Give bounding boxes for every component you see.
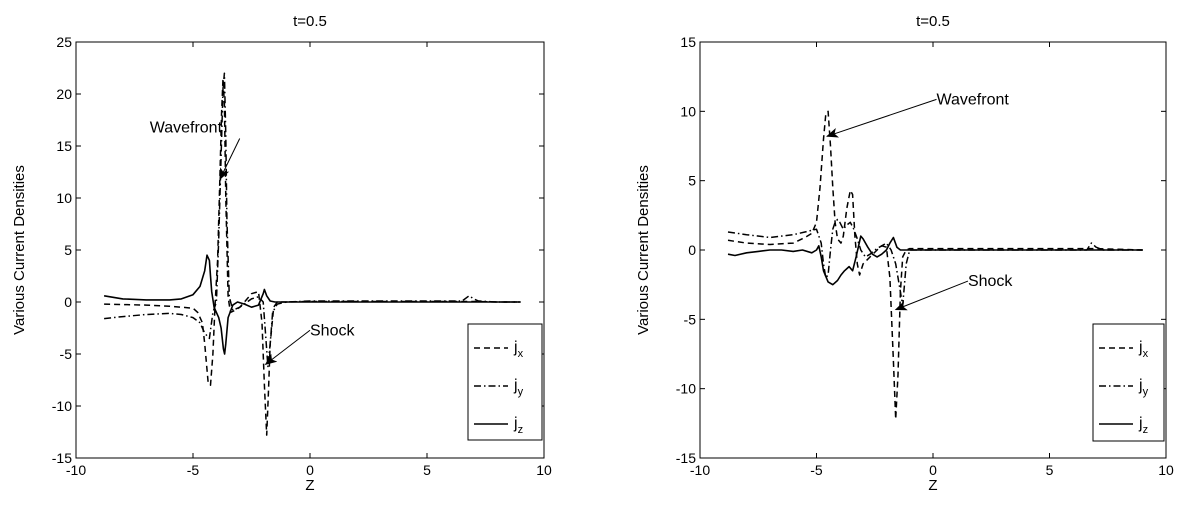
chart-2-title: t=0.5 xyxy=(916,13,950,30)
chart-2-x-tick-label: 5 xyxy=(1046,462,1054,478)
chart-2-series-jx-line xyxy=(727,110,1143,420)
chart-2-legend-box xyxy=(1092,323,1165,442)
chart-2-x-tick-label: 10 xyxy=(1158,462,1174,478)
chart-1-y-tick-label: 15 xyxy=(56,138,72,154)
chart-1-x-tick-label: 10 xyxy=(536,462,552,478)
chart-2-annotation-wavefront: Wavefront xyxy=(936,91,1009,108)
chart-2-y-tick-label: -10 xyxy=(676,381,696,397)
chart-1-annotation-shock: Shock xyxy=(310,322,355,339)
chart-1-annotation-shock-arrow xyxy=(264,329,311,366)
chart-2-y-tick-label: 0 xyxy=(688,242,696,258)
chart-1-legend-jx-label: jx xyxy=(513,339,524,360)
chart-1-legend-jz-name: j xyxy=(513,415,518,432)
chart-2-legend-jx-subscript: x xyxy=(1143,348,1149,360)
chart-1-series-jy-line xyxy=(104,72,521,368)
chart-2-y-tick-label: -5 xyxy=(684,311,697,327)
chart-1-y-axis-label: Various Current Densities xyxy=(11,165,28,335)
chart-2-series-jy-line xyxy=(727,218,1143,307)
chart-2-y-tick-label: 5 xyxy=(688,173,696,189)
chart-1-x-tick-label: 0 xyxy=(306,462,314,478)
chart-1-y-tick-label: -15 xyxy=(52,450,72,466)
chart-2-legend-jz-name: j xyxy=(1138,415,1143,432)
chart-1-legend-jz-subscript: z xyxy=(518,424,524,436)
chart-2-x-axis-label: Z xyxy=(928,477,937,494)
chart-1-y-tick-label: 0 xyxy=(64,294,72,310)
chart-1-legend-jx-name: j xyxy=(513,339,518,356)
chart-1-annotation-wavefront: Wavefront xyxy=(150,119,223,136)
chart-1-legend-jy-name: j xyxy=(513,377,518,394)
chart-2-y-axis-label: Various Current Densities xyxy=(635,165,652,335)
chart-2-legend-jx-label: jx xyxy=(1138,339,1149,360)
chart-2-annotation-wavefront-arrow xyxy=(826,98,937,138)
chart-2-series-jz-line xyxy=(727,235,1143,286)
chart-2-y-tick-label: -15 xyxy=(676,450,696,466)
chart-1-y-tick-label: 10 xyxy=(56,190,72,206)
chart-1-y-tick-label: 5 xyxy=(64,242,72,258)
chart-2-legend-jy-label: jy xyxy=(1138,377,1149,398)
chart-1: -10 -5 0 5 10-15-10-50510152025t=0.5ZVarious… xyxy=(11,13,552,494)
chart-2-legend-jz-subscript: z xyxy=(1143,424,1149,436)
chart-2-annotation-shock-arrow xyxy=(894,280,969,311)
chart-1-y-tick-label: -10 xyxy=(52,398,72,414)
chart-1-legend-jy-label: jy xyxy=(513,377,524,398)
chart-2-y-tick-label: 15 xyxy=(680,34,696,50)
chart-1-x-axis-label: Z xyxy=(305,477,314,494)
chart-1-title: t=0.5 xyxy=(293,13,327,30)
chart-2-legend-jz-label: jz xyxy=(1138,415,1148,436)
chart-1-legend-box xyxy=(467,323,543,441)
chart-1-y-tick-label: 20 xyxy=(56,86,72,102)
chart-2-y-tick-label: 10 xyxy=(680,103,696,119)
chart-2-legend-jy-name: j xyxy=(1138,377,1143,394)
chart-2-x-tick-label: -5 xyxy=(810,462,823,478)
chart-1-series-jz-line xyxy=(103,254,521,355)
chart-1-x-tick-label: -10 xyxy=(66,462,86,478)
chart-1-x-tick-label: 5 xyxy=(423,462,431,478)
chart-1-legend-jx-subscript: x xyxy=(518,348,524,360)
chart-2-x-tick-label: 0 xyxy=(929,462,937,478)
chart-2-annotation-shock: Shock xyxy=(968,273,1013,290)
chart-1-y-tick-label: -5 xyxy=(60,346,73,362)
chart-1-annotation-wavefront-arrow xyxy=(219,138,241,181)
chart-1-y-tick-label: 25 xyxy=(56,34,72,50)
chart-2-legend-jy-subscript: y xyxy=(1143,386,1149,398)
chart-1-legend-jy-subscript: y xyxy=(518,386,524,398)
chart-2-legend-jx-name: j xyxy=(1138,339,1143,356)
chart-1-x-tick-label: -5 xyxy=(187,462,200,478)
chart-1-legend-jz-label: jz xyxy=(513,415,523,436)
chart-2-x-tick-label: -10 xyxy=(690,462,710,478)
